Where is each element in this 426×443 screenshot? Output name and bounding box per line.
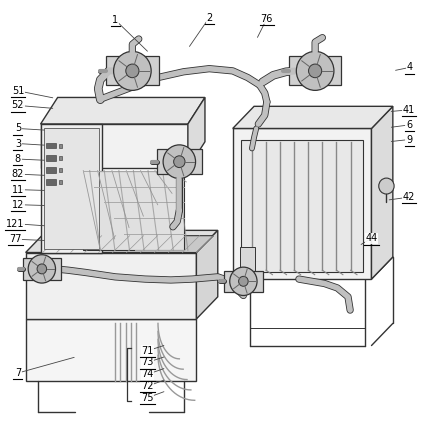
Circle shape — [308, 64, 321, 78]
Polygon shape — [83, 171, 183, 250]
Text: 51: 51 — [12, 86, 24, 96]
Polygon shape — [40, 97, 204, 124]
Circle shape — [296, 51, 333, 90]
Circle shape — [113, 51, 151, 90]
Text: 44: 44 — [365, 233, 377, 243]
Circle shape — [173, 156, 184, 167]
Polygon shape — [232, 128, 371, 279]
Text: 3: 3 — [15, 139, 21, 148]
Polygon shape — [43, 236, 213, 253]
Polygon shape — [232, 106, 392, 128]
Bar — [59, 180, 62, 184]
Bar — [288, 56, 341, 85]
Bar — [224, 271, 262, 292]
Text: 42: 42 — [402, 192, 414, 202]
Text: 1: 1 — [112, 15, 118, 25]
Text: 8: 8 — [15, 154, 21, 164]
Text: 7: 7 — [15, 368, 21, 378]
Bar — [46, 155, 55, 161]
Bar — [46, 143, 55, 148]
Text: 5: 5 — [15, 124, 21, 133]
Circle shape — [163, 145, 195, 179]
Text: 4: 4 — [406, 62, 412, 72]
Bar — [46, 179, 55, 185]
Bar — [106, 56, 158, 85]
Text: 52: 52 — [12, 101, 24, 110]
Text: 82: 82 — [12, 169, 24, 179]
Polygon shape — [196, 230, 217, 319]
Polygon shape — [371, 106, 392, 279]
Polygon shape — [40, 124, 187, 168]
Text: 71: 71 — [141, 346, 153, 356]
Bar — [59, 156, 62, 160]
Text: 9: 9 — [405, 135, 411, 144]
Text: 75: 75 — [141, 393, 153, 403]
Text: 12: 12 — [12, 200, 24, 210]
Bar — [23, 258, 61, 280]
Circle shape — [126, 64, 138, 78]
Text: 73: 73 — [141, 358, 153, 367]
Bar — [59, 144, 62, 148]
Circle shape — [238, 276, 248, 286]
Circle shape — [37, 264, 46, 274]
Text: 76: 76 — [260, 14, 272, 23]
Polygon shape — [40, 124, 102, 253]
Circle shape — [229, 267, 256, 295]
Text: 11: 11 — [12, 185, 24, 194]
Polygon shape — [26, 253, 196, 319]
Text: 41: 41 — [402, 105, 414, 115]
Bar — [239, 247, 254, 274]
Bar — [46, 167, 55, 173]
Bar — [156, 149, 201, 174]
Text: 121: 121 — [6, 219, 25, 229]
Text: 6: 6 — [405, 120, 411, 130]
Polygon shape — [26, 319, 196, 381]
Bar — [59, 168, 62, 172]
Circle shape — [28, 255, 55, 283]
Polygon shape — [187, 97, 204, 168]
Text: 74: 74 — [141, 369, 153, 379]
Text: 77: 77 — [9, 234, 22, 244]
Bar — [241, 140, 362, 272]
Circle shape — [378, 178, 393, 194]
Polygon shape — [26, 230, 217, 253]
Bar — [43, 128, 99, 249]
Text: 2: 2 — [206, 13, 212, 23]
Text: 72: 72 — [141, 381, 153, 391]
